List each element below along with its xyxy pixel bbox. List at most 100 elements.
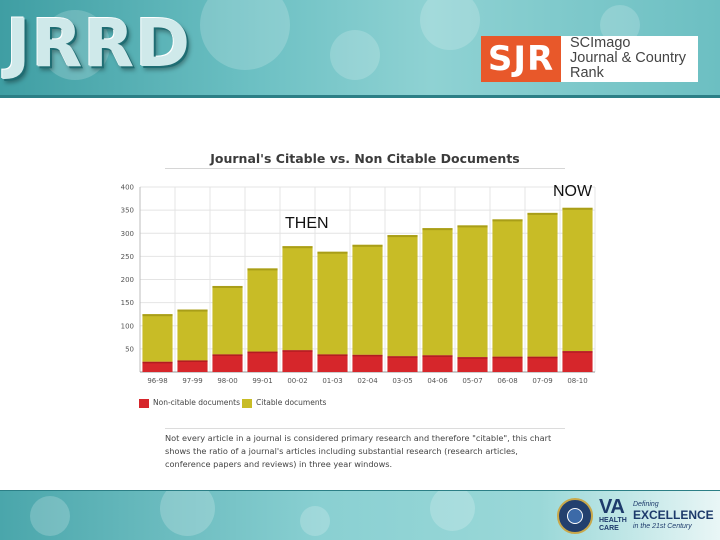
bar-citable [142,314,173,362]
bar-citable-cap [422,228,453,231]
x-tick-label: 96-98 [147,377,167,385]
tagline-big: EXCELLENCE [633,508,714,522]
y-tick-label: 350 [121,207,134,215]
bar-non-citable [142,361,173,372]
bar-citable [212,285,243,355]
x-tick-label: 08-10 [567,377,587,385]
x-tick-label: 06-08 [497,377,517,385]
bar-non-citable [492,356,523,372]
bar-non-citable-cap [492,356,523,359]
va-logo-line-2: CARE [599,525,619,532]
legend-swatch-citable [242,398,252,408]
y-tick-label: 200 [121,276,134,284]
x-tick-label: 07-09 [532,377,552,385]
bar-citable [527,212,558,357]
sjr-line-3: Rank [570,65,604,81]
x-tick-label: 00-02 [287,377,307,385]
bar-citable [562,207,593,352]
caption-line-1: Not every article in a journal is consid… [165,433,552,443]
sjr-line-1: SCImago [570,35,631,51]
legend-item-non-citable: Non-citable documents [139,398,240,408]
bar-non-citable-cap [212,354,243,356]
x-tick-label: 02-04 [357,377,378,385]
bar-non-citable [177,360,208,372]
tagline-line-1: Defining [633,501,659,508]
bar-citable [282,246,313,351]
va-logo-line-1: HEALTH [599,517,627,524]
bar-non-citable [527,356,558,372]
bar-citable-cap [352,244,383,247]
x-tick-label: 03-05 [392,377,412,385]
bar-non-citable-cap [527,356,558,359]
bar-citable [422,228,453,356]
bar-non-citable [457,357,488,372]
sjr-logo: SJR SCImago Journal & Country Rank [481,36,698,82]
va-logo-big: VA [599,496,625,518]
bar-non-citable [422,355,453,372]
bar-non-citable-cap [282,350,313,352]
bar-citable [457,225,488,358]
bar-citable [492,219,523,357]
chart-caption: Not every article in a journal is consid… [165,428,565,471]
bar-citable-cap [562,207,593,210]
bar-non-citable-cap [562,351,593,353]
bar-non-citable [317,354,348,372]
x-tick-label: 04-06 [427,377,448,385]
bar-citable-cap [317,251,348,254]
bar-citable [352,244,383,355]
caption-line-3: conference papers and reviews) in three … [165,459,393,469]
jrrd-logo: JRRD [6,5,191,82]
y-tick-label: 400 [121,184,134,192]
legend-label-citable: Citable documents [256,398,327,407]
bar-non-citable [387,356,418,372]
x-tick-label: 99-01 [252,377,272,385]
legend-label-non-citable: Non-citable documents [153,398,240,407]
legend-swatch-non-citable [139,398,149,408]
tagline-line-2: in the 21st Century [633,523,692,530]
caption-line-2: shows the ratio of a journal's articles … [165,446,518,456]
annotation-then: THEN [285,215,329,232]
bar-non-citable-cap [247,351,278,354]
bar-non-citable [212,354,243,372]
bar-citable [317,251,348,355]
x-tick-label: 05-07 [462,377,482,385]
bar-non-citable [282,350,313,372]
va-seal-icon [557,498,593,534]
defining-excellence-tagline: Defining EXCELLENCE in the 21st Century [633,500,714,531]
bar-non-citable-cap [352,354,383,357]
bar-citable-cap [492,219,523,222]
x-tick-label: 98-00 [217,377,237,385]
header-divider [0,95,720,98]
bar-citable-cap [212,285,243,288]
bar-non-citable-cap [317,354,348,356]
y-tick-label: 50 [125,345,134,353]
bar-non-citable-cap [142,361,173,364]
bar-citable-cap [527,212,558,215]
y-tick-label: 150 [121,299,134,307]
bar-non-citable [352,354,383,372]
bar-non-citable-cap [387,356,418,358]
y-tick-label: 250 [121,253,134,261]
sjr-logo-mark: SJR [481,36,561,82]
bar-citable [387,235,418,357]
chart-title: Journal's Citable vs. Non Citable Docume… [165,150,565,169]
bar-citable-cap [177,309,208,312]
y-tick-label: 300 [121,230,134,238]
x-tick-label: 97-99 [182,377,202,385]
bar-citable-cap [247,268,278,271]
bar-non-citable-cap [457,357,488,359]
bar-citable-cap [387,235,418,238]
bar-non-citable [247,351,278,372]
bar-citable-cap [282,246,313,249]
x-tick-label: 01-03 [322,377,342,385]
bar-non-citable-cap [177,360,208,362]
y-tick-label: 100 [121,322,134,330]
va-health-care-logo: VA HEALTH CARE [599,497,627,533]
sjr-logo-text: SCImago Journal & Country Rank [570,36,686,81]
bar-citable-cap [457,225,488,228]
sjr-line-2: Journal & Country [570,50,687,66]
legend-item-citable: Citable documents [242,398,326,408]
bar-non-citable-cap [422,355,453,357]
bar-citable-cap [142,314,173,317]
